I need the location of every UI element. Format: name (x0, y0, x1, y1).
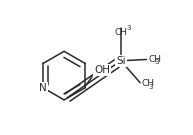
Text: Si: Si (116, 56, 126, 66)
Text: 3: 3 (148, 84, 153, 90)
Text: OH: OH (94, 65, 110, 75)
Text: CH: CH (148, 55, 162, 64)
Text: 3: 3 (155, 59, 159, 65)
Text: N: N (39, 83, 47, 93)
Text: CH: CH (142, 79, 155, 88)
Text: CH: CH (114, 28, 127, 37)
Text: 3: 3 (126, 25, 130, 31)
